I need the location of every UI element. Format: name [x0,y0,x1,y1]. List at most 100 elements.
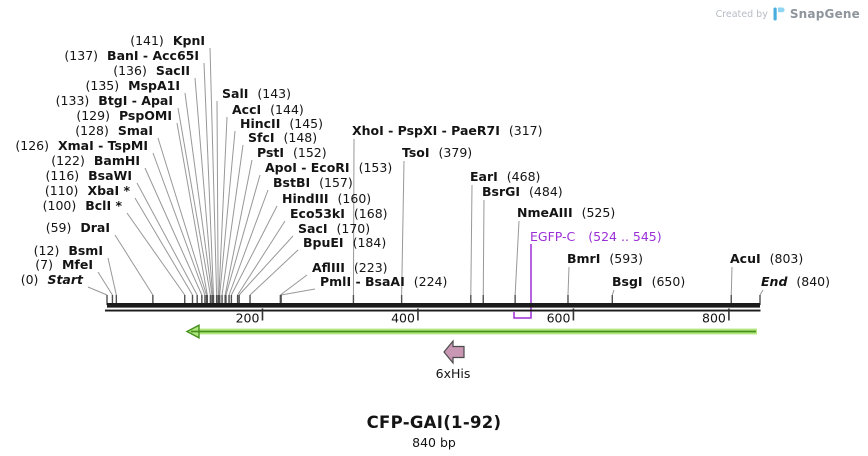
enzyme-name: Start [47,272,83,287]
leader-line-HindIII [230,205,278,296]
site-label-AcuI[interactable]: AcuI (803) [730,250,803,267]
site-label-SalI[interactable]: SalI (143) [222,85,291,102]
leader-line-SacII [194,77,214,296]
leader-line-HincII [219,130,236,296]
site-position: (122) [51,153,85,168]
site-label-PstI[interactable]: PstI (152) [257,144,327,161]
site-label-EarI[interactable]: EarI (468) [470,168,540,185]
site-position: (468) [506,169,541,184]
construct-length: 840 bp [412,435,456,450]
leader-line-Start [87,286,108,296]
site-label-Start[interactable]: (0) Start [21,271,83,288]
site-label-NmeAIII[interactable]: NmeAIII (525) [517,204,615,221]
site-position: (100) [42,198,77,213]
enzyme-name: BamHI [93,153,140,168]
site-label-SfcI[interactable]: SfcI (148) [248,129,317,146]
leader-line-Eco53kI [237,220,286,296]
enzyme-name: TsoI [402,145,430,160]
site-label-HindIII[interactable]: HindIII (160) [282,190,371,207]
site-label-BsrGI[interactable]: BsrGI (484) [482,183,563,200]
site-position: (135) [85,78,120,93]
site-position: (145) [289,116,323,131]
leader-line-MfeI [97,271,113,296]
site-label-TsoI[interactable]: TsoI (379) [402,144,472,161]
site-position: (525) [581,205,616,220]
enzyme-name: PspOMI [118,108,172,123]
site-label-BamHI[interactable]: (122) BamHI [51,152,140,169]
enzyme-name: SfcI [248,130,275,145]
site-label-End[interactable]: End (840) [761,273,830,290]
site-label-AccI[interactable]: AccI (144) [232,101,304,118]
leader-line-BmrI [567,266,570,296]
leader-line-XbaI- [134,197,193,296]
enzyme-name: KpnI [172,33,205,48]
egfp-range: (524 .. 545) [588,229,662,244]
enzyme-name: BmrI [567,251,601,266]
ruler-label-600: 600 [547,311,571,326]
site-label-BsgI[interactable]: BsgI (650) [612,273,685,290]
site-label-BclI-[interactable]: (100) BclI * [43,197,122,214]
leader-line-PmlI-BsaAI [281,288,316,296]
site-position: (379) [438,145,473,160]
egfp-name: EGFP-C [530,229,576,244]
feature-egfp-label[interactable]: EGFP-C (524 .. 545) [530,229,662,245]
enzyme-name: DraI [80,220,110,235]
site-label-MfeI[interactable]: (7) MfeI [35,256,93,273]
ruler-label-400: 400 [391,311,415,326]
site-label-AflIII[interactable]: AflIII (223) [312,259,388,276]
site-label-DraI[interactable]: (59) DraI [46,219,110,236]
ruler-label-200: 200 [236,311,260,326]
site-label-SacII[interactable]: (136) SacII [113,62,190,79]
feature-6xhis-label[interactable]: 6xHis [413,366,493,382]
site-label-KpnI[interactable]: (141) KpnI [130,32,205,49]
site-position: (224) [413,274,448,289]
site-label-BstBI[interactable]: BstBI (157) [273,174,353,191]
site-label-BsaWI[interactable]: (116) BsaWI [46,167,132,184]
leader-line-AccI [218,116,228,296]
leader-line-BsgI [611,289,615,296]
his-tag-arrow[interactable] [443,339,465,365]
site-label-PspOMI[interactable]: (129) PspOMI [76,107,172,124]
site-label-ApoI-EcoRI[interactable]: ApoI - EcoRI (153) [265,159,392,176]
leader-line-MspA1I [184,92,213,296]
site-label-SmaI[interactable]: (128) SmaI [75,122,153,139]
site-label-SacI[interactable]: SacI (170) [298,220,370,237]
site-label-MspA1I[interactable]: (135) MspA1I [86,77,180,94]
site-label-BsmI[interactable]: (12) BsmI [34,242,103,259]
leader-line-End [759,289,764,296]
leader-line-SacI [238,235,294,296]
site-label-XmaI-TspMI[interactable]: (126) XmaI - TspMI [15,137,148,154]
site-position: (136) [113,63,147,78]
enzyme-name: NmeAIII [517,205,573,220]
site-label-XhoI-PspXI-PaeR7I[interactable]: XhoI - PspXI - PaeR7I (317) [352,122,543,139]
snapgene-logo-icon [773,7,785,21]
leader-line-BanI-Acc65I [203,62,215,296]
enzyme-name: PmlI - BsaAI [320,274,405,289]
leader-line-XmaI-TspMI [152,152,206,296]
snapgene-brand-text: SnapGene [789,7,860,21]
site-label-BtgI-ApaI[interactable]: (133) BtgI - ApaI [56,92,173,109]
site-label-PmlI-BsaAI[interactable]: PmlI - BsaAI (224) [320,273,447,290]
site-label-BanI-Acc65I[interactable]: (137) BanI - Acc65I [64,47,199,64]
enzyme-name: MspA1I [128,78,180,93]
egfp-feature-bracket[interactable] [513,244,532,319]
site-label-HincII[interactable]: HincII (145) [240,115,323,132]
sequence-bar-thick [107,303,760,308]
leader-line-PspOMI [176,122,208,296]
site-label-BmrI[interactable]: BmrI (593) [567,250,643,267]
leader-line-BstBI [228,189,269,296]
leader-line-NmeAIII [514,220,520,296]
created-by-text: Created by [715,8,768,20]
site-position: (116) [45,168,80,183]
enzyme-name: BanI - Acc65I [107,48,199,63]
site-label-BpuEI[interactable]: BpuEI (184) [303,234,386,251]
enzyme-name: End [761,274,788,289]
enzyme-name: ApoI - EcoRI [265,160,350,175]
site-label-XbaI-[interactable]: (110) XbaI * [45,182,130,199]
site-label-Eco53kI[interactable]: Eco53kI (168) [290,205,388,222]
site-position: (184) [352,235,387,250]
leader-line-TsoI [401,160,405,296]
leader-line-PstI [224,159,253,296]
enzyme-name: SacII [155,63,190,78]
